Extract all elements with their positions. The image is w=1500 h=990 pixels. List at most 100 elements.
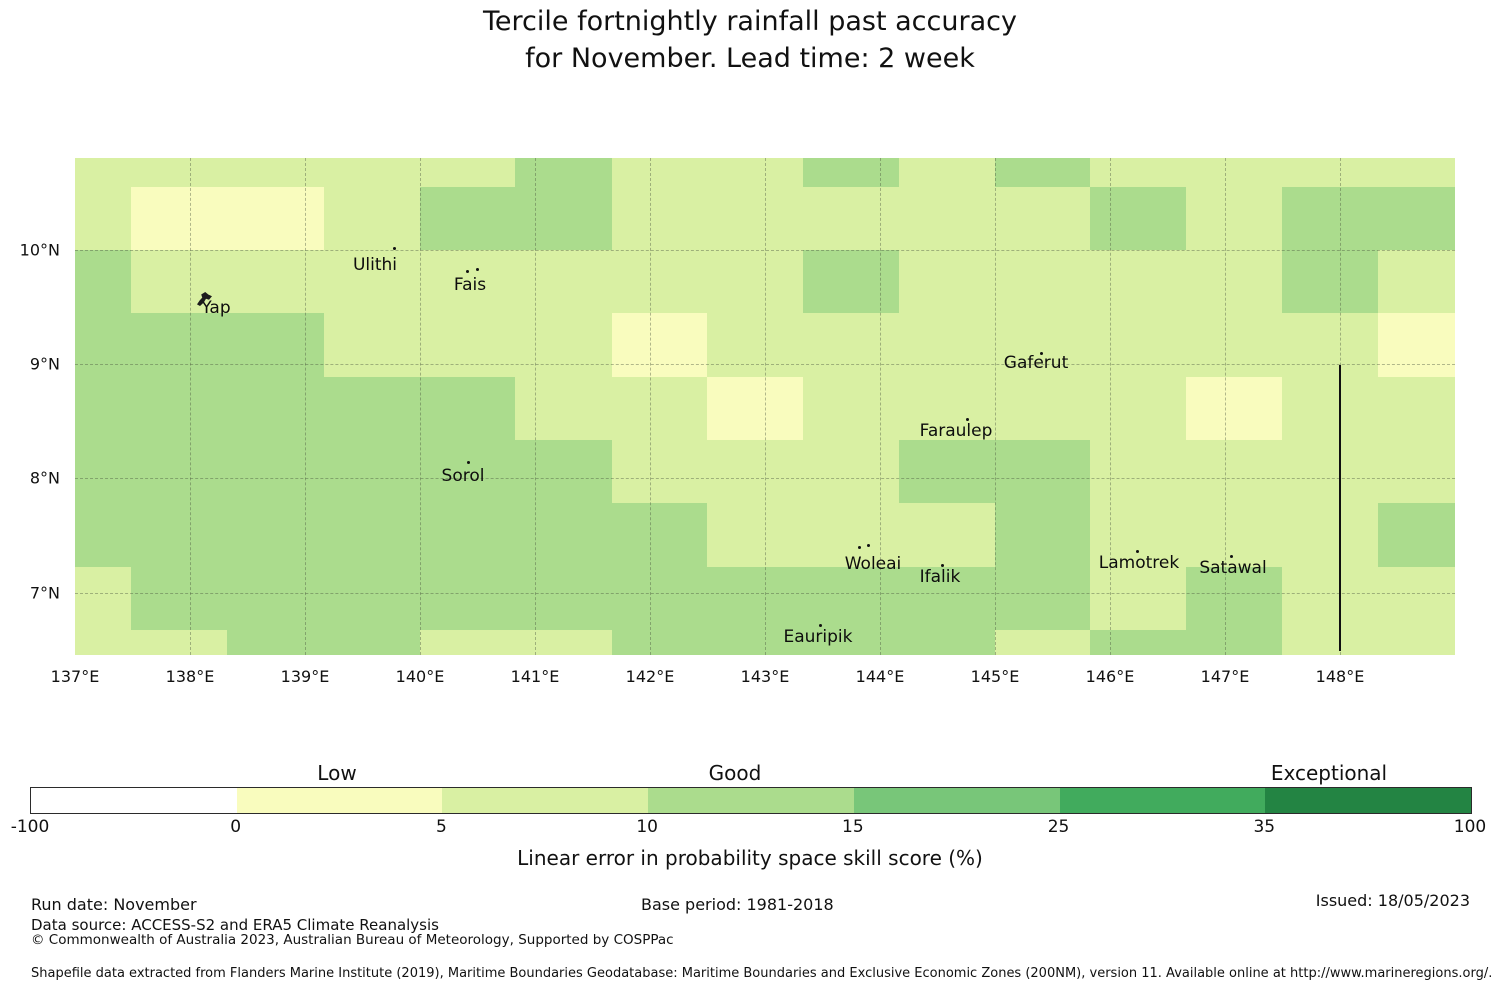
grid-cell xyxy=(1090,377,1186,440)
grid-cell xyxy=(131,377,227,440)
gridline-vertical xyxy=(765,158,766,655)
grid-cell xyxy=(227,630,324,655)
grid-cell xyxy=(1282,250,1378,313)
grid-cell xyxy=(612,250,707,313)
colorbar-segment xyxy=(442,788,649,813)
grid-cell xyxy=(1282,313,1378,377)
grid-cell xyxy=(515,313,612,377)
x-axis-tick-label: 145°E xyxy=(970,667,1020,686)
grid-cell xyxy=(1378,630,1455,655)
grid-cell xyxy=(420,377,515,440)
grid-cell xyxy=(803,250,899,313)
grid-cell xyxy=(227,503,324,567)
grid-cell xyxy=(75,630,131,655)
grid-cell xyxy=(995,440,1090,503)
grid-cell xyxy=(707,187,803,250)
grid-cell xyxy=(1090,567,1186,630)
grid-cell xyxy=(1282,630,1378,655)
data-source-text: Data source: ACCESS-S2 and ERA5 Climate … xyxy=(31,916,439,934)
grid-cell xyxy=(1186,250,1282,313)
gridline-vertical xyxy=(1110,158,1111,655)
run-date-text: Run date: November xyxy=(31,895,197,914)
x-axis-tick-label: 140°E xyxy=(395,667,445,686)
grid-cell xyxy=(899,630,995,655)
x-axis-tick-label: 146°E xyxy=(1085,667,1135,686)
gridline-vertical xyxy=(535,158,536,655)
grid-cell xyxy=(899,313,995,377)
island-label-satawal: Satawal xyxy=(1199,558,1267,578)
grid-cell xyxy=(1282,503,1378,567)
grid-cell xyxy=(1282,377,1378,440)
colorbar-tick-label: 35 xyxy=(1253,817,1276,837)
y-axis-tick-label: 8°N xyxy=(29,468,60,488)
island-label-woleai: Woleai xyxy=(844,554,902,574)
grid-cell xyxy=(612,503,707,567)
grid-cell xyxy=(515,630,612,655)
eez-boundary-line xyxy=(1339,365,1341,651)
colorbar-segment xyxy=(1059,788,1266,813)
colorbar-segment xyxy=(648,788,854,813)
grid-cell xyxy=(515,377,612,440)
x-axis-tick-label: 147°E xyxy=(1200,667,1250,686)
grid-cell xyxy=(1186,630,1282,655)
gridline-vertical xyxy=(1225,158,1226,655)
x-axis-tick-label: 143°E xyxy=(740,667,790,686)
grid-cell xyxy=(803,440,899,503)
grid-cell xyxy=(515,250,612,313)
grid-cell xyxy=(420,567,515,630)
gridline-vertical xyxy=(305,158,306,655)
grid-cell xyxy=(803,158,899,187)
grid-cell xyxy=(227,313,324,377)
grid-cell xyxy=(803,503,899,567)
colorbar-tick-label: 100 xyxy=(1453,817,1487,837)
gridline-vertical xyxy=(190,158,191,655)
grid-cell xyxy=(515,158,612,187)
grid-cell xyxy=(1186,158,1282,187)
grid-cell xyxy=(131,440,227,503)
grid-cell xyxy=(1378,503,1455,567)
gridline-horizontal xyxy=(75,250,1455,251)
grid-cell xyxy=(75,503,131,567)
grid-cell xyxy=(515,567,612,630)
colorbar-segment xyxy=(1265,788,1472,813)
grid-cell xyxy=(803,313,899,377)
grid-cell xyxy=(1186,313,1282,377)
grid-cell xyxy=(612,630,707,655)
grid-cell xyxy=(420,630,515,655)
x-axis-tick-label: 144°E xyxy=(855,667,905,686)
grid-cell xyxy=(75,567,131,630)
island-label-yap: Yap xyxy=(201,298,231,318)
x-axis-tick-label: 138°E xyxy=(165,667,215,686)
grid-cell xyxy=(324,158,420,187)
x-axis-tick-label: 148°E xyxy=(1315,667,1365,686)
x-axis-tick-label: 137°E xyxy=(50,667,100,686)
colorbar-category-label: Exceptional xyxy=(1270,761,1388,785)
grid-cell xyxy=(75,250,131,313)
grid-cell xyxy=(75,187,131,250)
grid-cell xyxy=(1282,567,1378,630)
island-label-ifalik: Ifalik xyxy=(919,567,961,587)
gridline-horizontal xyxy=(75,593,1455,594)
grid-cell xyxy=(515,440,612,503)
grid-cell xyxy=(75,158,131,187)
island-marker-dot xyxy=(857,545,861,549)
grid-cell xyxy=(803,187,899,250)
y-axis-tick-label: 9°N xyxy=(29,354,60,374)
grid-cell xyxy=(324,503,420,567)
grid-cell xyxy=(75,377,131,440)
grid-cell xyxy=(131,250,227,313)
grid-cell xyxy=(324,187,420,250)
grid-cell xyxy=(995,377,1090,440)
grid-cell xyxy=(1378,313,1455,377)
grid-cell xyxy=(1186,567,1282,630)
grid-cell xyxy=(707,313,803,377)
grid-cell xyxy=(1378,377,1455,440)
island-label-sorol: Sorol xyxy=(441,466,485,486)
grid-cell xyxy=(227,567,324,630)
colorbar-tick-label: 15 xyxy=(842,817,864,837)
grid-cell xyxy=(324,440,420,503)
grid-cell xyxy=(420,158,515,187)
island-marker-dot xyxy=(940,563,944,567)
colorbar-tick-label: 10 xyxy=(636,817,658,837)
